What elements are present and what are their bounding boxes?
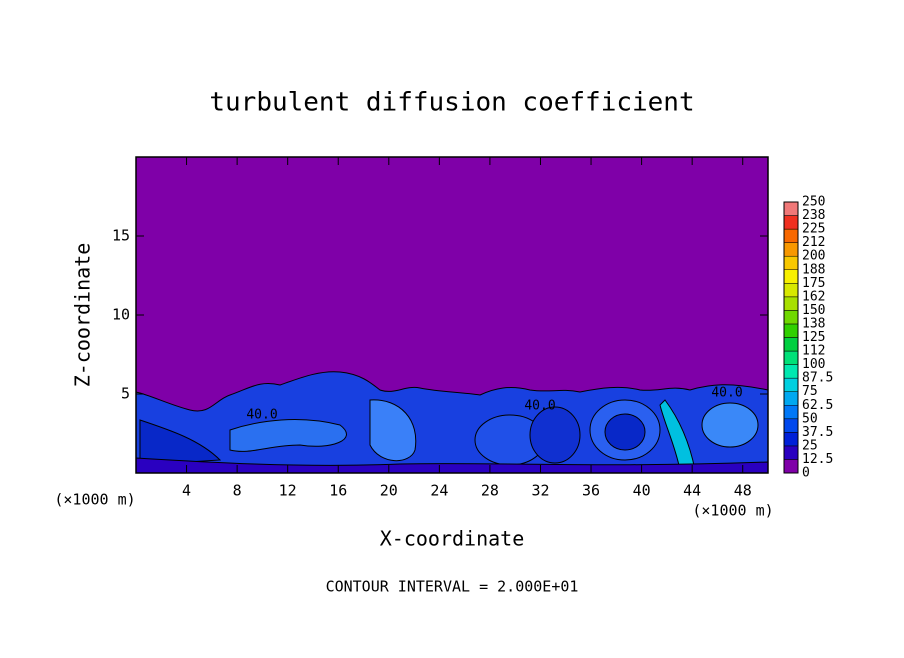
colorbar-label: 200	[802, 249, 825, 264]
footer-note: CONTOUR INTERVAL = 2.000E+01	[326, 578, 579, 596]
x-tick-label: 24	[430, 482, 448, 500]
field-region	[529, 406, 581, 464]
x-tick-label: 36	[582, 482, 600, 500]
colorbar-segment	[783, 228, 799, 243]
y-axis-label: Z-coordinate	[71, 243, 95, 388]
x-unit-label: (×1000 m)	[692, 502, 773, 520]
x-unit-label: (×1000 m)	[54, 491, 135, 509]
chart-title: turbulent diffusion coefficient	[209, 88, 694, 118]
colorbar-label: 37.5	[802, 425, 833, 440]
x-tick-label: 44	[683, 482, 701, 500]
field	[135, 157, 769, 474]
colorbar-segment	[783, 337, 799, 352]
colorbar-segment	[783, 323, 799, 338]
colorbar-segment	[783, 255, 799, 271]
colorbar-label: 138	[802, 316, 825, 331]
y-tick-label: 5	[121, 385, 130, 403]
colorbar-label: 62.5	[802, 398, 833, 413]
colorbar-label: 162	[802, 289, 825, 304]
colorbar-segment	[783, 364, 799, 379]
colorbar-segment	[783, 405, 799, 420]
colorbar-label: 212	[802, 235, 825, 250]
colorbar-label: 225	[802, 222, 825, 237]
colorbar-segment	[783, 310, 799, 325]
contour-label: 40.0	[524, 399, 555, 414]
field-region	[369, 399, 417, 462]
colorbar-label: 238	[802, 208, 825, 223]
colorbar-label: 25	[802, 438, 818, 453]
colorbar-label: 75	[802, 384, 818, 399]
colorbar-label: 125	[802, 330, 825, 345]
colorbar-label: 0	[802, 466, 810, 481]
colorbar-segment	[783, 201, 799, 216]
x-tick-label: 40	[633, 482, 651, 500]
field-region	[229, 419, 347, 452]
colorbar-segment	[783, 283, 799, 298]
x-tick-label: 32	[531, 482, 549, 500]
colorbar-segment	[783, 377, 799, 392]
colorbar-label: 50	[802, 411, 818, 426]
field-region	[135, 457, 769, 474]
colorbar-segment	[783, 459, 799, 474]
field-region	[701, 402, 759, 448]
colorbar-label: 175	[802, 276, 825, 291]
x-axis-label: X-coordinate	[380, 527, 525, 551]
field-region	[139, 419, 222, 466]
colorbar-segment	[783, 432, 799, 447]
x-tick-label: 12	[279, 482, 297, 500]
colorbar-segment	[783, 445, 799, 460]
x-tick-label: 20	[380, 482, 398, 500]
contour-label: 40.0	[711, 386, 742, 401]
colorbar-segment	[783, 350, 799, 365]
colorbar-segment	[783, 296, 799, 311]
colorbar-segment	[783, 391, 799, 406]
colorbar-label: 250	[802, 195, 825, 210]
colorbar-label: 12.5	[802, 452, 833, 467]
contour-label: 40.0	[246, 408, 277, 423]
colorbar-label: 150	[802, 303, 825, 318]
colorbar-segment	[783, 418, 799, 433]
colorbar-segment	[783, 215, 799, 230]
colorbar-segment	[783, 269, 799, 284]
field-region	[604, 413, 646, 451]
colorbar-segment	[783, 242, 799, 257]
x-tick-label: 8	[233, 482, 242, 500]
colorbar-label: 87.5	[802, 371, 833, 386]
x-tick-label: 16	[329, 482, 347, 500]
colorbar-label: 188	[802, 262, 825, 277]
colorbar-label: 100	[802, 357, 825, 372]
colorbar-label: 112	[802, 344, 825, 359]
x-tick-label: 4	[182, 482, 191, 500]
x-tick-label: 48	[734, 482, 752, 500]
x-tick-label: 28	[481, 482, 499, 500]
colorbar-frame	[783, 201, 799, 474]
y-tick-label: 15	[112, 227, 130, 245]
y-tick-label: 10	[112, 306, 130, 324]
